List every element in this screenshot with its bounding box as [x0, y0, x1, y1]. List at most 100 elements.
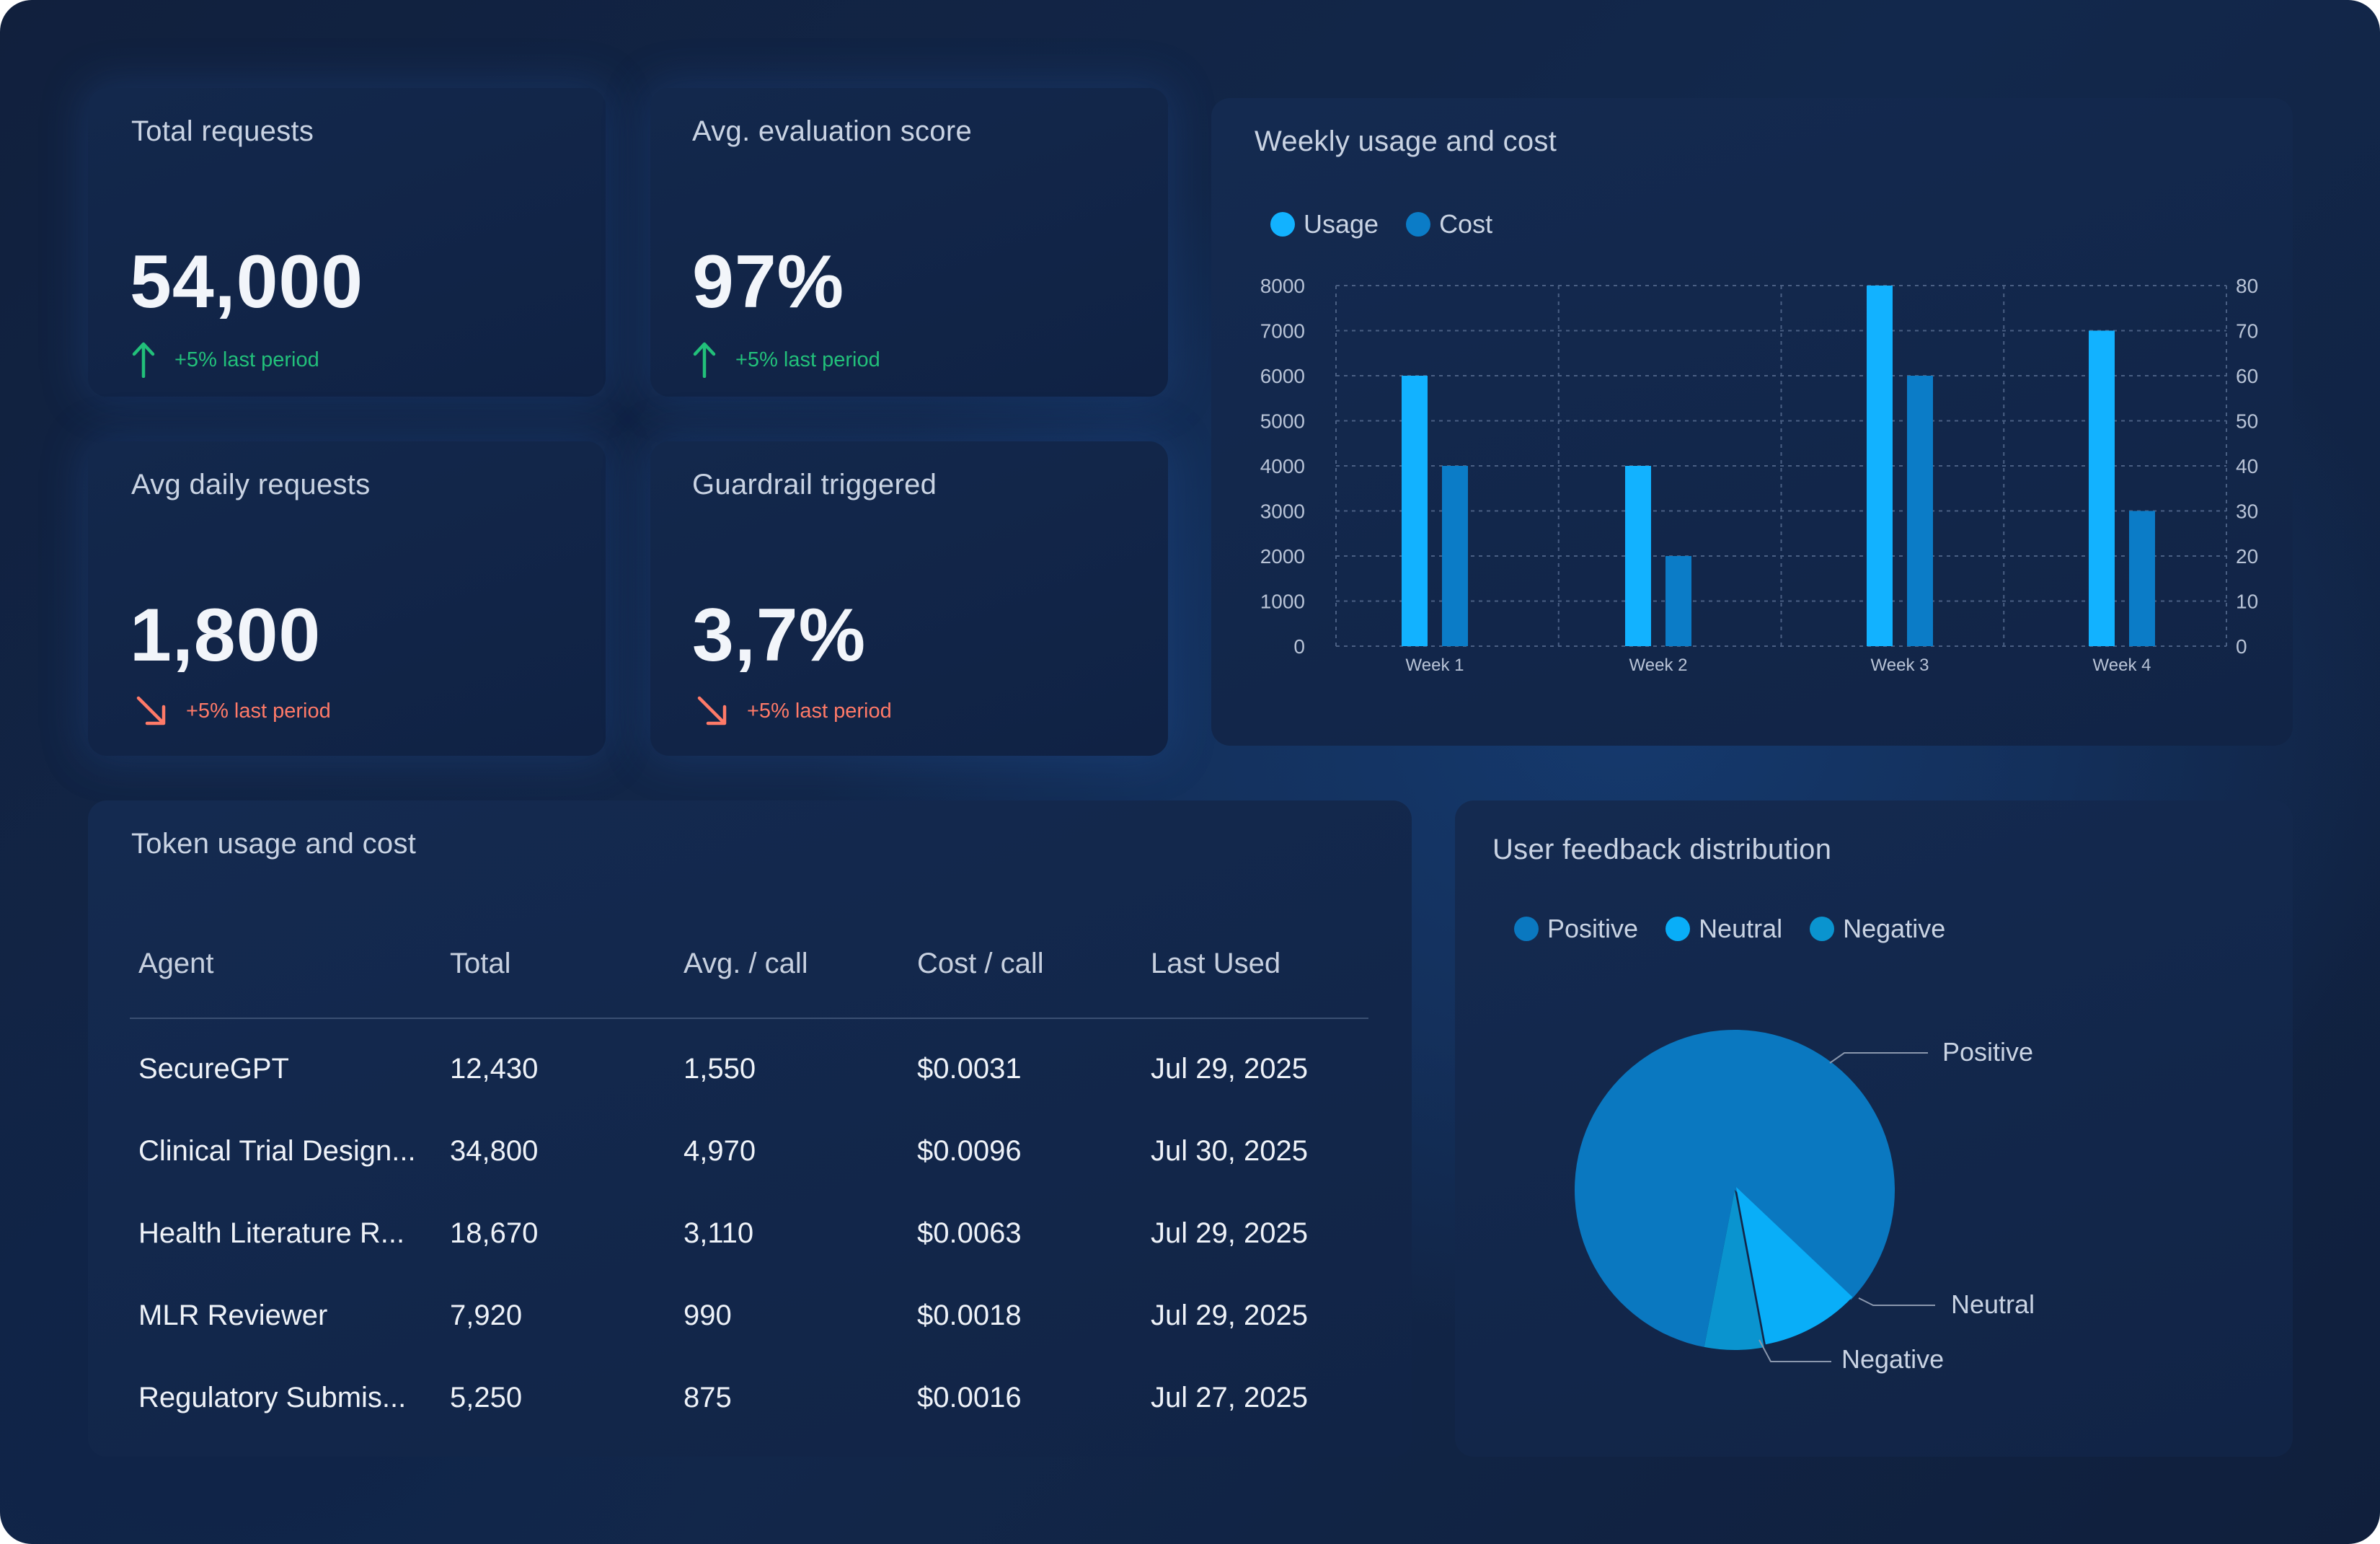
column-header[interactable]: Avg. / call: [684, 948, 808, 979]
table-cell: $0.0096: [917, 1135, 1022, 1167]
panel-title: Token usage and cost: [131, 828, 417, 860]
kpi-title: Total requests: [131, 115, 314, 147]
arrow-up-icon: [693, 342, 716, 378]
table-cell: 875: [684, 1382, 732, 1413]
leader-line-neutral: [1858, 1297, 1935, 1306]
x-tick-label: Week 1: [1406, 656, 1464, 675]
kpi-delta-text: +5% last period: [174, 348, 319, 371]
table-row[interactable]: MLR Reviewer 7,920 990 $0.0018 Jul 29, 2025: [130, 1300, 1370, 1343]
legend-item-cost[interactable]: Cost: [1406, 209, 1492, 239]
bar-usage: [1625, 466, 1651, 646]
token-usage-panel: [88, 800, 1412, 1457]
y-left-tick-label: 5000: [1260, 410, 1305, 433]
kpi-delta: +5% last period: [136, 695, 331, 727]
table-cell: $0.0018: [917, 1300, 1022, 1331]
table-cell: $0.0031: [917, 1053, 1022, 1085]
y-left-tick-label: 7000: [1260, 320, 1305, 343]
weekly-usage-panel: Weekly usage and cost Usage Cost 0 1000 20…: [1211, 98, 2293, 746]
table-row[interactable]: Clinical Trial Design... 34,800 4,970 $0.00…: [130, 1135, 1370, 1178]
legend-swatch-usage: [1270, 212, 1295, 237]
x-tick-label: Week 4: [2093, 656, 2151, 675]
legend-item-neutral[interactable]: Neutral: [1665, 914, 1782, 944]
table-cell: Jul 27, 2025: [1151, 1382, 1308, 1413]
pie-label-positive: Positive: [1942, 1037, 2034, 1067]
legend-item-negative[interactable]: Negative: [1810, 914, 1945, 944]
weekly-legend: Usage Cost: [1270, 209, 1520, 239]
table-cell: Jul 29, 2025: [1151, 1217, 1308, 1249]
legend-swatch-negative: [1810, 917, 1835, 941]
table-cell: 7,920: [450, 1300, 523, 1331]
y-left-tick-label: 6000: [1260, 365, 1305, 387]
y-right-tick-label: 0: [2236, 635, 2247, 658]
arrow-down-right-icon: [136, 696, 166, 725]
bar-usage: [2089, 330, 2115, 646]
kpi-title: Avg. evaluation score: [692, 115, 973, 147]
kpi-delta: +5% last period: [131, 342, 319, 378]
table-cell: 18,670: [450, 1217, 539, 1249]
column-header[interactable]: Agent: [138, 948, 214, 979]
x-tick-label: Week 2: [1629, 656, 1688, 675]
bar-cost: [1907, 376, 1933, 646]
pie-slice-negative: [1704, 1190, 1764, 1350]
y-right-tick-label: 70: [2236, 320, 2258, 343]
table-cell: 990: [684, 1300, 732, 1331]
table-cell: MLR Reviewer: [138, 1300, 328, 1331]
y-left-tick-label: 1000: [1260, 591, 1305, 613]
table-cell: $0.0063: [917, 1217, 1022, 1249]
arrow-up-icon: [132, 342, 155, 378]
leader-line-positive: [1829, 1052, 1928, 1064]
y-right-tick-label: 80: [2236, 275, 2258, 297]
table-cell: 3,110: [684, 1217, 754, 1249]
table-cell: 12,430: [450, 1053, 539, 1085]
y-left-tick-label: 8000: [1260, 275, 1305, 297]
column-header[interactable]: Total: [450, 948, 511, 979]
legend-label-cost: Cost: [1439, 209, 1493, 239]
bar-cost: [2129, 511, 2155, 646]
legend-swatch-neutral: [1665, 917, 1691, 941]
table-cell: $0.0016: [917, 1382, 1022, 1413]
table-cell: Regulatory Submis...: [138, 1382, 407, 1413]
pie-slice-positive: [1575, 1030, 1895, 1347]
kpi-delta-text: +5% last period: [186, 699, 331, 723]
table-cell: Jul 29, 2025: [1151, 1300, 1308, 1331]
panel-title: User feedback distribution: [1492, 834, 1832, 865]
table-row[interactable]: Health Literature R... 18,670 3,110 $0.0063…: [130, 1217, 1370, 1261]
table-cell: Jul 30, 2025: [1151, 1135, 1308, 1167]
feedback-panel: User feedback distribution Positive Neut…: [1455, 800, 2293, 1457]
column-header[interactable]: Last Used: [1151, 948, 1281, 979]
y-left-tick-label: 2000: [1260, 545, 1305, 568]
kpi-delta-text: +5% last period: [747, 699, 892, 723]
y-right-tick-label: 40: [2236, 455, 2258, 477]
table-header-divider: [130, 1018, 1368, 1019]
y-right-tick-label: 60: [2236, 365, 2258, 387]
leader-line-negative: [1759, 1339, 1831, 1362]
pie-label-neutral: Neutral: [1951, 1289, 2035, 1319]
legend-label-negative: Negative: [1843, 914, 1946, 943]
bar-cost: [1665, 556, 1691, 646]
table-cell: Health Literature R...: [138, 1217, 405, 1249]
legend-item-positive[interactable]: Positive: [1514, 914, 1638, 944]
legend-swatch-positive: [1514, 917, 1539, 941]
legend-item-usage[interactable]: Usage: [1270, 209, 1379, 239]
feedback-pie-chart: [1575, 1030, 1935, 1362]
table-row[interactable]: Regulatory Submis... 5,250 875 $0.0016 Jul 2…: [130, 1382, 1370, 1425]
kpi-card-avg-daily-requests: Avg daily requests 1,800 +5% last period: [88, 441, 606, 756]
table-cell: Jul 29, 2025: [1151, 1053, 1308, 1085]
table-cell: 1,550: [684, 1053, 756, 1085]
x-tick-label: Week 3: [1871, 656, 1929, 675]
table-cell: SecureGPT: [138, 1053, 289, 1085]
weekly-bar-chart: 0 1000 2000 3000 4000 5000 6000 7000 8000 0 10 20 30…: [1260, 275, 2258, 675]
kpi-title: Avg daily requests: [131, 469, 371, 500]
y-right-tick-label: 10: [2236, 591, 2258, 613]
kpi-value: 1,800: [130, 594, 322, 677]
panel-title: Weekly usage and cost: [1255, 125, 1557, 157]
table-cell: 34,800: [450, 1135, 539, 1167]
pie-label-negative: Negative: [1841, 1344, 1945, 1374]
column-header[interactable]: Cost / call: [917, 948, 1044, 979]
kpi-card-evaluation-score: Avg. evaluation score 97% +5% last perio…: [650, 88, 1168, 397]
arrow-down-right-icon: [697, 696, 727, 725]
table-row[interactable]: SecureGPT 12,430 1,550 $0.0031 Jul 29, 2025: [130, 1053, 1370, 1096]
kpi-card-guardrail-triggered: Guardrail triggered 3,7% +5% last period: [650, 441, 1168, 756]
feedback-legend: Positive Neutral Negative: [1514, 914, 1973, 944]
